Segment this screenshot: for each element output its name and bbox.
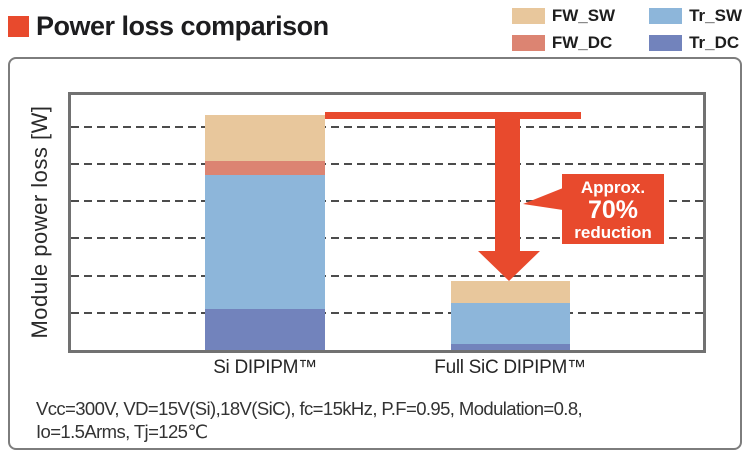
conditions-line-1: Vcc=300V, VD=15V(Si),18V(SiC), fc=15kHz,… [36,398,583,419]
title-bullet-square [8,16,29,37]
bar-segment-fw_dc [205,161,325,175]
callout-line-2: 70% [587,196,639,224]
plot-inner [71,95,703,350]
reduction-arrow-shaft [495,112,520,253]
reduction-callout: Approx. 70% reduction [562,174,664,244]
legend-item-fw-dc: FW_DC [511,33,615,53]
bar-segment-tr_sw [451,303,570,344]
bar-segment-tr_dc [205,309,325,350]
legend-swatch-fw-sw [511,8,545,24]
plot-area [68,92,706,353]
y-axis-label: Module power loss [W] [27,105,52,339]
legend-label-fw-dc: FW_DC [551,33,613,52]
bar-segment-fw_sw [451,281,570,303]
legend-swatch-tr-sw [649,8,683,24]
gridline [71,125,703,128]
callout-pointer [523,188,563,210]
legend-item-fw-sw: FW_SW [511,6,616,26]
gridline [71,274,703,277]
bar-segment-fw_sw [205,115,325,161]
bar-si-dipipm [205,115,325,350]
callout-line-1: Approx. [580,178,646,197]
x-tick-label-full-sic-dipipm: Full SiC DIPIPM™ [434,357,586,378]
legend-label-fw-sw: FW_SW [551,6,616,25]
legend-label-tr-sw: Tr_SW [689,6,742,25]
gridline [71,163,703,165]
bar-segment-tr_sw [205,175,325,309]
chart-legend: FW_SW Tr_SW FW_DC Tr_DC [511,6,742,53]
callout-line-3: reduction [574,223,652,242]
x-tick-label-si-dipipm: Si DIPIPM™ [213,357,317,378]
bar-full-sic-dipipm [451,281,570,350]
bar-segment-tr_dc [451,344,570,350]
page-title: Power loss comparison [36,11,329,41]
figure-header: Power loss comparison [8,11,329,42]
legend-swatch-fw-dc [511,35,545,51]
legend-item-tr-sw: Tr_SW [649,6,742,26]
legend-label-tr-dc: Tr_DC [689,33,740,52]
reduction-arrow-head [478,251,540,281]
test-conditions: Vcc=300V, VD=15V(Si),18V(SiC), fc=15kHz,… [36,397,583,443]
conditions-line-2: Io=1.5Arms, Tj=125℃ [36,421,208,442]
gridline [71,200,703,203]
legend-swatch-tr-dc [649,35,683,51]
reduction-arrow-horizontal-bar [325,112,581,119]
legend-item-tr-dc: Tr_DC [649,33,742,53]
gridline [71,237,703,240]
gridline [71,311,703,314]
